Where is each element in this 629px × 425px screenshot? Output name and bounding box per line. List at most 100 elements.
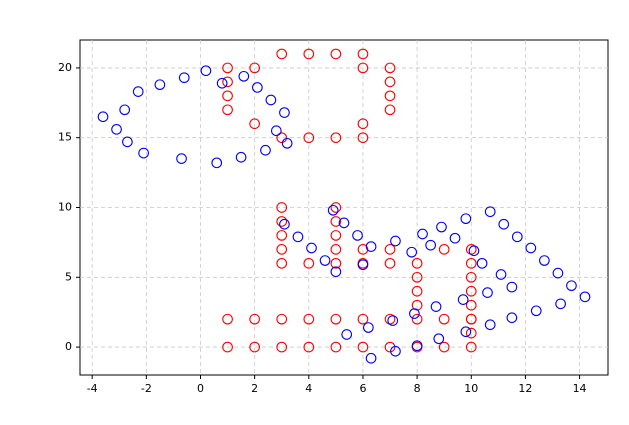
point bbox=[384, 257, 396, 269]
point bbox=[222, 313, 233, 325]
point bbox=[357, 341, 369, 353]
point bbox=[306, 242, 317, 254]
point bbox=[252, 82, 263, 93]
point bbox=[330, 257, 342, 269]
point bbox=[132, 86, 144, 97]
point bbox=[411, 257, 423, 269]
point bbox=[525, 242, 537, 254]
point bbox=[330, 132, 342, 144]
point bbox=[384, 62, 396, 74]
y-tick-label: 0 bbox=[65, 340, 72, 353]
point bbox=[363, 322, 374, 333]
point bbox=[438, 341, 450, 353]
point bbox=[330, 48, 342, 60]
point bbox=[276, 132, 288, 144]
point bbox=[365, 241, 377, 252]
point bbox=[222, 62, 233, 74]
point bbox=[154, 79, 166, 91]
point bbox=[465, 313, 477, 325]
point bbox=[276, 257, 288, 269]
point bbox=[468, 245, 480, 257]
point bbox=[365, 352, 377, 364]
point bbox=[249, 313, 260, 325]
point bbox=[495, 269, 507, 280]
point bbox=[330, 244, 342, 255]
point bbox=[484, 319, 496, 331]
point bbox=[390, 345, 401, 357]
point bbox=[341, 329, 353, 340]
point bbox=[338, 217, 350, 229]
point bbox=[384, 76, 396, 88]
point bbox=[97, 111, 109, 123]
point bbox=[465, 327, 477, 339]
point bbox=[465, 257, 477, 269]
point bbox=[482, 287, 493, 298]
point bbox=[249, 62, 260, 74]
point bbox=[357, 259, 369, 271]
y-tick-label: 10 bbox=[58, 201, 72, 214]
point bbox=[357, 48, 369, 60]
point bbox=[281, 137, 293, 149]
x-tick-label: 0 bbox=[197, 382, 204, 395]
y-tick-label: 15 bbox=[58, 131, 72, 144]
point bbox=[384, 244, 396, 255]
point bbox=[566, 280, 577, 292]
point bbox=[260, 144, 271, 156]
point bbox=[276, 244, 288, 255]
point bbox=[330, 230, 342, 241]
point bbox=[235, 151, 247, 163]
point bbox=[138, 147, 149, 159]
point bbox=[417, 228, 428, 240]
point bbox=[465, 341, 477, 353]
point bbox=[438, 313, 450, 325]
point bbox=[176, 153, 187, 164]
y-tick-label: 20 bbox=[58, 61, 72, 74]
point bbox=[222, 76, 233, 88]
point bbox=[406, 246, 418, 258]
point bbox=[265, 94, 277, 106]
point bbox=[357, 132, 369, 144]
point bbox=[330, 202, 342, 213]
point bbox=[303, 132, 315, 144]
point bbox=[498, 218, 510, 230]
point bbox=[579, 291, 591, 303]
point bbox=[430, 301, 442, 312]
point bbox=[357, 313, 369, 325]
point bbox=[276, 313, 288, 325]
point bbox=[303, 257, 315, 269]
point bbox=[530, 305, 542, 317]
point bbox=[411, 285, 423, 297]
point bbox=[457, 294, 469, 305]
point bbox=[384, 341, 396, 353]
x-tick-label: -2 bbox=[141, 382, 152, 395]
point bbox=[279, 218, 290, 230]
point bbox=[465, 271, 477, 283]
point bbox=[292, 231, 304, 243]
point bbox=[238, 70, 250, 82]
point bbox=[387, 315, 399, 326]
point bbox=[330, 341, 342, 353]
point bbox=[411, 271, 423, 283]
point bbox=[357, 62, 369, 74]
point bbox=[465, 299, 477, 311]
point bbox=[460, 326, 472, 338]
x-tick-label: 10 bbox=[464, 382, 478, 395]
point bbox=[216, 77, 228, 89]
point bbox=[539, 255, 550, 266]
x-tick-label: 6 bbox=[359, 382, 366, 395]
point bbox=[357, 118, 369, 130]
point bbox=[200, 65, 212, 77]
point bbox=[303, 48, 315, 60]
x-tick-label: 12 bbox=[518, 382, 532, 395]
point bbox=[425, 239, 436, 251]
point bbox=[319, 255, 331, 266]
point bbox=[276, 341, 288, 353]
y-tick-label: 5 bbox=[65, 270, 72, 283]
point bbox=[511, 231, 523, 243]
point bbox=[411, 313, 423, 325]
point bbox=[384, 90, 396, 102]
point bbox=[390, 235, 401, 247]
point bbox=[327, 204, 339, 216]
x-tick-label: 14 bbox=[573, 382, 587, 395]
point bbox=[384, 104, 396, 116]
